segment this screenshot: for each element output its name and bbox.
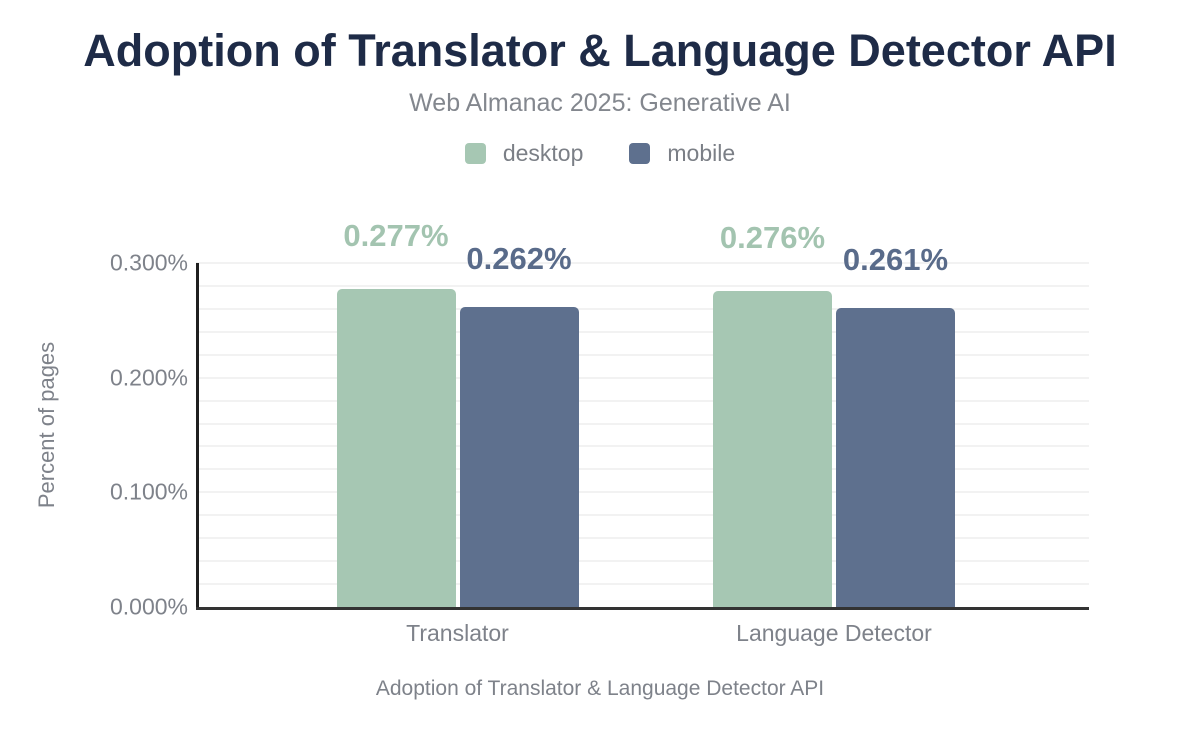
x-tick-label-translator: Translator: [406, 620, 509, 646]
value-label-desktop-language-detector: 0.276%: [719, 220, 826, 255]
bar-mobile-translator[interactable]: [459, 307, 579, 607]
gridline: [196, 376, 1089, 379]
legend-label-mobile: mobile: [667, 140, 736, 166]
legend-label-desktop: desktop: [502, 140, 584, 166]
y-axis-line: [196, 263, 199, 610]
y-tick-label-0.300%: 0.300%: [109, 249, 188, 276]
bar-desktop-translator[interactable]: [336, 289, 456, 607]
gridline: [196, 422, 1089, 425]
gridline: [196, 330, 1089, 333]
y-tick-label-0.200%: 0.200%: [109, 364, 188, 391]
value-label-mobile-language-detector: 0.261%: [842, 242, 949, 277]
gridline: [196, 353, 1089, 356]
y-tick-label-0.100%: 0.100%: [109, 478, 188, 505]
chart-subtitle: Web Almanac 2025: Generative AI: [409, 89, 791, 117]
x-axis-title: Adoption of Translator & Language Detect…: [375, 677, 825, 700]
gridline: [196, 491, 1089, 494]
bar-desktop-language-detector[interactable]: [713, 291, 832, 607]
gridline: [196, 583, 1089, 586]
legend-item-mobile[interactable]: mobile: [629, 142, 735, 165]
gridline: [196, 514, 1089, 517]
y-axis-title: Percent of pages: [34, 341, 59, 509]
bar-mobile-language-detector[interactable]: [836, 308, 955, 607]
mobile-swatch-icon: [629, 143, 651, 164]
x-tick-label-language-detector: Language Detector: [736, 620, 932, 646]
value-label-desktop-translator: 0.277%: [343, 218, 449, 253]
legend-item-desktop[interactable]: desktop: [464, 140, 584, 166]
gridline: [196, 560, 1089, 563]
gridline: [196, 537, 1089, 540]
gridline: [196, 307, 1089, 310]
legend: desktop mobile: [0, 142, 1200, 165]
value-label-mobile-translator: 0.262%: [466, 241, 572, 276]
gridline: [196, 262, 1089, 264]
gridline: [196, 284, 1089, 287]
y-tick-label-0.000%: 0.000%: [109, 593, 188, 620]
gridline: [196, 445, 1089, 448]
desktop-swatch-icon: [464, 143, 486, 164]
gridline: [196, 399, 1089, 402]
gridline: [196, 468, 1089, 471]
x-axis-line: [196, 607, 1089, 610]
chart-title: Adoption of Translator & Language Detect…: [83, 25, 1117, 76]
